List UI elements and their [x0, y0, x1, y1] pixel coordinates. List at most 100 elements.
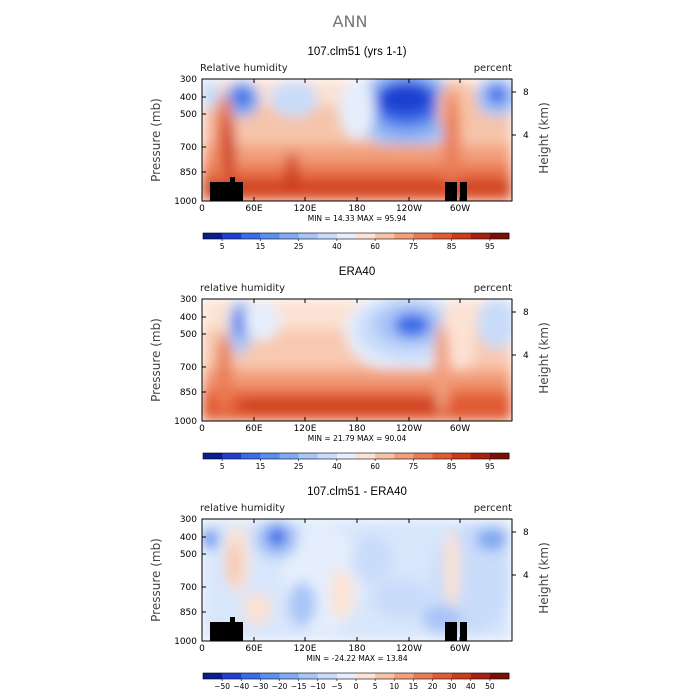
- min-value: -24.22: [332, 654, 356, 663]
- colorbar-swatch: [279, 233, 300, 239]
- y-right-axis-title: Height (km): [537, 102, 551, 173]
- colorbar-label: 50: [485, 682, 495, 691]
- colorbar-swatch: [413, 673, 433, 679]
- colorbar-label: 5: [220, 462, 225, 471]
- colorbar-swatch: [489, 233, 510, 239]
- colorbar-swatch: [222, 233, 242, 239]
- panels: 107.clm51 (yrs 1-1) Relative humidity perc…: [149, 46, 551, 691]
- y-tick-label: 850: [180, 168, 197, 178]
- colorbar-swatch: [241, 233, 261, 239]
- x-tick-label: 60W: [450, 644, 470, 654]
- colorbar-swatch: [336, 233, 357, 239]
- panel-title: 107.clm51 - ERA40: [307, 486, 407, 498]
- topography-mask: [230, 617, 235, 641]
- topography-mask: [460, 622, 467, 641]
- colorbar-label: 30: [447, 682, 457, 691]
- min-max-readout: MIN = 21.79 MAX = 90.04: [308, 434, 407, 443]
- colorbar-swatch: [298, 673, 319, 679]
- colorbar-label: −30: [252, 682, 268, 691]
- colorbar-swatch: [317, 453, 338, 459]
- colorbar-swatch: [470, 673, 491, 679]
- colorbar-label: 25: [294, 242, 304, 251]
- units-label: percent: [474, 503, 512, 514]
- max-value: 90.04: [385, 434, 407, 443]
- x-tick-label: 60E: [245, 644, 262, 654]
- colorbar-swatch: [375, 673, 395, 679]
- y-right-tick-label: 8: [523, 88, 529, 98]
- colorbar-swatch: [260, 673, 280, 679]
- min-label: MIN =: [306, 654, 329, 663]
- y-right-tick-label: 4: [523, 571, 529, 581]
- x-tick-label: 60W: [450, 204, 470, 214]
- colorbar-label: 15: [256, 462, 266, 471]
- topography-mask: [230, 177, 235, 201]
- y-tick-label: 400: [180, 93, 197, 103]
- colorbar-swatch: [432, 673, 453, 679]
- y-axis-title: Pressure (mb): [149, 538, 163, 622]
- x-tick-label: 0: [199, 204, 205, 214]
- contour-field: [202, 299, 512, 421]
- colorbar-swatch: [241, 453, 261, 459]
- chart-panel-3: 107.clm51 - ERA40 relative humidity percen…: [149, 486, 551, 691]
- colorbar-label: 40: [332, 462, 342, 471]
- x-tick-label: 180: [348, 204, 365, 214]
- colorbar-label: 25: [294, 462, 304, 471]
- colorbar-swatch: [336, 453, 357, 459]
- colorbar-label: 15: [256, 242, 266, 251]
- colorbar-swatch: [203, 453, 223, 459]
- x-tick-label: 120E: [294, 424, 317, 434]
- colorbar-swatch: [260, 233, 280, 239]
- variable-label: relative humidity: [200, 283, 285, 294]
- topography-mask: [210, 182, 230, 201]
- colorbar-label: 85: [447, 242, 457, 251]
- colorbar-label: −10: [310, 682, 326, 691]
- y-tick-label: 850: [180, 608, 197, 618]
- colorbar-label: −20: [272, 682, 288, 691]
- colorbar-label: 0: [354, 682, 359, 691]
- x-tick-label: 60E: [245, 204, 262, 214]
- max-value: 13.84: [386, 654, 408, 663]
- colorbar-swatch: [375, 233, 395, 239]
- min-max-readout: MIN = -24.22 MAX = 13.84: [306, 654, 407, 663]
- x-tick-label: 120W: [396, 424, 422, 434]
- colorbar-swatch: [432, 233, 453, 239]
- colorbar-swatch: [413, 453, 433, 459]
- colorbar-label: 5: [220, 242, 225, 251]
- colorbar-frame: [202, 452, 510, 460]
- topography-mask: [445, 182, 457, 201]
- units-label: percent: [474, 63, 512, 74]
- max-value: 95.94: [385, 214, 407, 223]
- colorbar-swatch: [394, 453, 414, 459]
- colorbar-label: 75: [409, 242, 419, 251]
- colorbar-swatch: [356, 673, 376, 679]
- colorbar-label: 85: [447, 462, 457, 471]
- y-tick-label: 400: [180, 313, 197, 323]
- colorbar-label: 60: [370, 462, 380, 471]
- y-right-tick-label: 8: [523, 528, 529, 538]
- x-tick-label: 180: [348, 424, 365, 434]
- colorbar-swatch: [470, 453, 491, 459]
- y-tick-label: 1000: [174, 197, 197, 207]
- panel-title: ERA40: [339, 266, 375, 278]
- contour-field: [202, 79, 512, 201]
- colorbar-swatch: [451, 233, 472, 239]
- colorbar-swatch: [203, 673, 223, 679]
- y-right-axis-title: Height (km): [537, 322, 551, 393]
- colorbar-label: −5: [331, 682, 342, 691]
- variable-label: relative humidity: [200, 503, 285, 514]
- colorbar-label: −15: [291, 682, 307, 691]
- colorbar-swatch: [489, 673, 510, 679]
- min-value: 14.33: [333, 214, 355, 223]
- x-tick-label: 180: [348, 644, 365, 654]
- y-right-tick-label: 4: [523, 351, 529, 361]
- colorbar-swatch: [279, 673, 300, 679]
- colorbar-swatch: [375, 453, 395, 459]
- colorbar-swatch: [394, 673, 414, 679]
- y-tick-label: 300: [180, 295, 197, 305]
- colorbar-swatch: [222, 673, 242, 679]
- y-tick-label: 300: [180, 75, 197, 85]
- colorbar-label: 20: [428, 682, 438, 691]
- y-axis-title: Pressure (mb): [149, 318, 163, 402]
- colorbar-swatch: [413, 233, 433, 239]
